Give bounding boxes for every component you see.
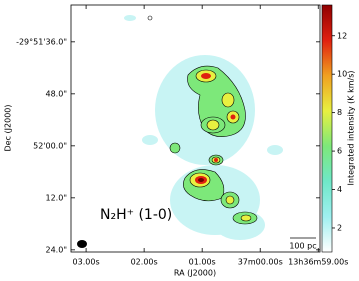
colorbar — [321, 4, 333, 253]
x-tick-label: 02.00s — [131, 258, 158, 267]
x-tick-label: 01.00s — [189, 258, 216, 267]
colorbar-tick-label: 10 — [337, 70, 347, 79]
colorbar-tick-label: 2 — [337, 223, 342, 232]
emission-map — [124, 15, 283, 240]
colorbar-tick-label: 12 — [337, 31, 347, 40]
x-tick-label: 13h36m59.00s — [288, 258, 348, 267]
y-tick-label: 12.0" — [46, 193, 68, 202]
y-tick-label: -29°51'36.0" — [16, 37, 67, 46]
colorbar-label: Integrated intensity (K km/s) — [347, 71, 356, 186]
y-axis-label: Dec (J2000) — [4, 105, 13, 152]
annotation: N₂H⁺ (1-0) — [100, 207, 172, 223]
plot-frame — [70, 4, 321, 253]
y-tick-label: 52'00.0" — [33, 141, 67, 150]
scale-bar-label: 100 pc — [289, 242, 316, 251]
x-axis-label: RA (J2000) — [174, 269, 216, 278]
y-tick-label: 48.0" — [46, 89, 68, 98]
beam — [77, 240, 87, 248]
colorbar-tick-label: 8 — [337, 108, 342, 117]
colorbar-tick-label: 6 — [337, 147, 342, 156]
x-tick-label: 37m00.00s — [238, 258, 283, 267]
colorbar-tick-label: 4 — [337, 185, 342, 194]
y-tick-label: 24.0" — [46, 245, 68, 254]
x-tick-label: 03.00s — [73, 258, 100, 267]
